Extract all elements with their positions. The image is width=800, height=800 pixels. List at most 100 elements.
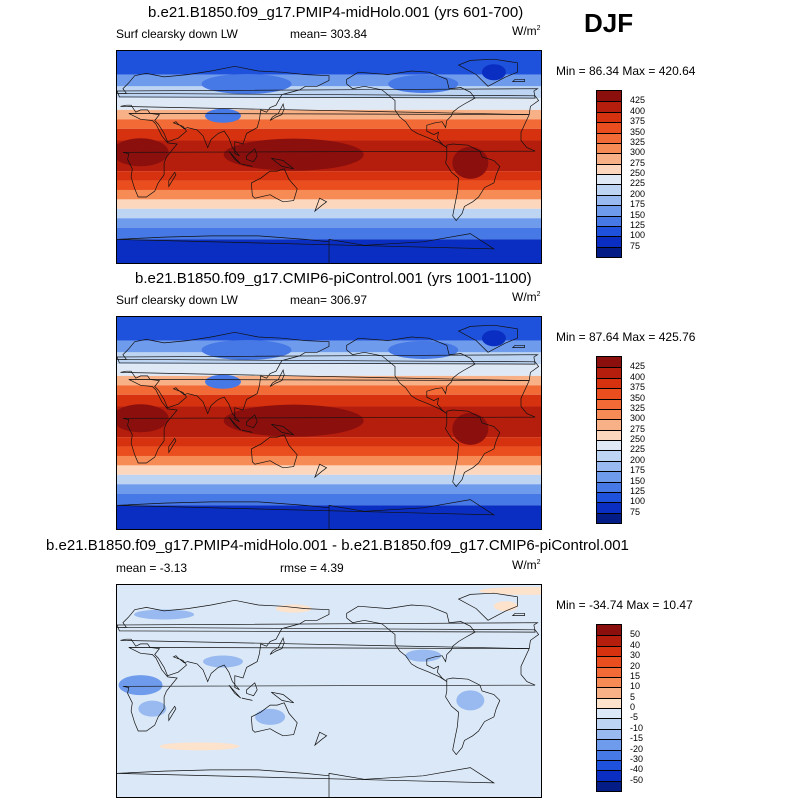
colorbar-tick-label: 100	[630, 230, 646, 241]
colorbar-swatch	[597, 450, 621, 461]
colorbar-tick-label: -10	[630, 722, 644, 733]
colorbar-swatch	[597, 111, 621, 123]
colorbar-swatch	[597, 377, 621, 389]
colorbar-tick-label: -15	[630, 733, 644, 744]
colorbar-tick-label: 75	[630, 506, 641, 517]
map-picontrol	[116, 316, 542, 530]
colorbar-tick-label: -40	[630, 764, 644, 775]
colorbar-swatch	[597, 759, 621, 771]
min-max-label: Min = -34.74 Max = 10.47	[556, 598, 693, 612]
colorbar-tick-label: 40	[630, 639, 641, 650]
colorbar-swatch	[597, 398, 621, 409]
colorbar-swatch	[597, 512, 621, 523]
colorbar-swatch	[597, 205, 621, 216]
mean-label: mean = -3.13	[116, 561, 188, 575]
colorbar-tick-label: 10	[630, 681, 641, 692]
colorbar-tick-label: -50	[630, 774, 644, 785]
colorbar-swatch	[597, 440, 621, 451]
colorbar-tick-label: 200	[630, 454, 646, 465]
colorbar-tick-label: 200	[630, 188, 646, 199]
colorbar-swatch	[597, 408, 621, 420]
colorbar-swatch	[597, 770, 621, 781]
map-difference	[116, 584, 542, 798]
colorbar-tick-label: 375	[630, 382, 646, 393]
colorbar-difference	[596, 624, 622, 792]
colorbar-swatch	[597, 142, 621, 154]
colorbar-tick-label: 425	[630, 361, 646, 372]
units-label: W/m2	[512, 558, 541, 572]
colorbar-swatch	[597, 132, 621, 143]
colorbar-tick-label: 325	[630, 402, 646, 413]
colorbar-swatch	[597, 357, 621, 368]
colorbar-swatch	[597, 697, 621, 708]
colorbar-swatch	[597, 471, 621, 482]
colorbar-swatch	[597, 645, 621, 657]
panel-title: b.e21.B1850.f09_g17.CMIP6-piControl.001 …	[135, 270, 532, 287]
colorbar-tick-label: 300	[630, 413, 646, 424]
colorbar-swatch	[597, 749, 621, 760]
colorbar-tick-label: 0	[630, 702, 636, 712]
colorbar-tick-label: 225	[630, 444, 646, 455]
map-midholo	[116, 50, 542, 264]
map-field	[117, 585, 541, 797]
colorbar-tick-label: 20	[630, 660, 641, 671]
colorbar-swatch	[597, 91, 621, 102]
colorbar-tick-label: 275	[630, 157, 646, 168]
colorbar-tick-label: 175	[630, 465, 646, 476]
colorbar-swatch	[597, 708, 621, 719]
colorbar-tick-label: -30	[630, 753, 644, 764]
colorbar-swatch	[597, 153, 621, 164]
colorbar-swatch	[597, 174, 621, 185]
colorbar-tick-label: 350	[630, 392, 646, 403]
colorbar-tick-label: 400	[630, 105, 646, 116]
colorbar-swatch	[597, 502, 621, 513]
colorbar-swatch	[597, 666, 621, 677]
colorbar-swatch	[597, 656, 621, 667]
colorbar-tick-label: 175	[630, 199, 646, 210]
colorbar-swatch	[597, 491, 621, 503]
colorbar-tick-label: 400	[630, 371, 646, 382]
variable-label: Surf clearsky down LW	[116, 27, 238, 41]
colorbar-swatch	[597, 419, 621, 430]
panel-title: b.e21.B1850.f09_g17.PMIP4-midHolo.001 (y…	[148, 4, 524, 21]
colorbar-swatch	[597, 481, 621, 492]
colorbar-swatch	[597, 236, 621, 247]
colorbar-tick-label: 100	[630, 496, 646, 507]
colorbar-tick-label: 125	[630, 485, 646, 496]
colorbar-swatch	[597, 739, 621, 750]
colorbar-swatch	[597, 367, 621, 378]
colorbar-swatch	[597, 122, 621, 133]
colorbar-tick-label: 30	[630, 650, 641, 661]
colorbar-tick-label: 275	[630, 423, 646, 434]
colorbar-swatch	[597, 676, 621, 688]
colorbar-tick-label: 300	[630, 147, 646, 158]
min-max-label: Min = 86.34 Max = 420.64	[556, 64, 696, 78]
colorbar-tick-label: 425	[630, 95, 646, 106]
colorbar-tick-label: 250	[630, 434, 646, 444]
variable-label: Surf clearsky down LW	[116, 293, 238, 307]
colorbar-tick-label: 325	[630, 136, 646, 147]
mean-label: mean= 303.84	[290, 27, 368, 41]
season-label: DJF	[584, 8, 634, 38]
colorbar-tick-label: 50	[630, 629, 641, 640]
colorbar-picontrol	[596, 356, 622, 524]
colorbar-swatch	[597, 246, 621, 257]
colorbar-swatch	[597, 184, 621, 195]
colorbar-swatch	[597, 780, 621, 791]
colorbar-tick-label: -20	[630, 743, 644, 754]
colorbar-swatch	[597, 625, 621, 636]
colorbar-tick-label: 5	[630, 691, 636, 702]
units-label: W/m2	[512, 290, 541, 304]
colorbar-tick-label: 125	[630, 219, 646, 230]
colorbar-tick-label: 350	[630, 126, 646, 137]
colorbar-swatch	[597, 194, 621, 206]
colorbar-swatch	[597, 215, 621, 226]
colorbar-swatch	[597, 225, 621, 237]
colorbar-tick-label: 150	[630, 475, 646, 486]
colorbar-tick-label: 150	[630, 209, 646, 220]
colorbar-swatch	[597, 460, 621, 472]
colorbar-tick-label: 375	[630, 116, 646, 127]
colorbar-tick-label: 75	[630, 240, 641, 251]
panel-title: b.e21.B1850.f09_g17.PMIP4-midHolo.001 - …	[46, 537, 629, 554]
colorbar-swatch	[597, 388, 621, 399]
